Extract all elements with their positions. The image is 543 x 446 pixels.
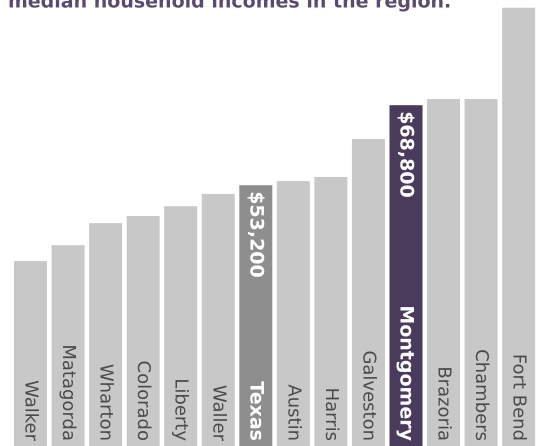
category-label: Harris	[321, 388, 342, 441]
bar	[389, 105, 423, 446]
bar	[464, 99, 498, 446]
value-label: $53,200	[245, 191, 267, 278]
category-label: Colorado	[133, 361, 154, 441]
category-label: Waller	[208, 385, 229, 442]
category-label: Texas	[245, 381, 267, 441]
bar	[14, 261, 47, 446]
bar	[239, 185, 273, 446]
category-label: Brazoria	[434, 366, 455, 441]
bar	[201, 193, 235, 446]
category-label: Fort Bend	[509, 354, 530, 441]
category-label: Austin	[283, 384, 304, 441]
category-label: Wharton	[96, 364, 117, 441]
bar	[51, 245, 85, 446]
bar	[126, 215, 160, 446]
bar	[427, 99, 461, 446]
chart-title: median household incomes in the region.	[8, 0, 451, 13]
category-label: Walker	[21, 380, 42, 442]
bar	[164, 206, 198, 446]
category-label: Chambers	[471, 349, 492, 441]
category-label: Galveston	[358, 350, 379, 441]
value-label: $68,800	[396, 111, 418, 198]
bar	[276, 181, 310, 446]
bar	[314, 176, 348, 446]
category-label: Liberty	[171, 378, 192, 441]
bar	[89, 223, 123, 446]
category-label: Matagorda	[58, 344, 79, 441]
category-label: Montgomery	[396, 305, 418, 441]
bar	[351, 139, 385, 446]
bar	[502, 7, 536, 446]
